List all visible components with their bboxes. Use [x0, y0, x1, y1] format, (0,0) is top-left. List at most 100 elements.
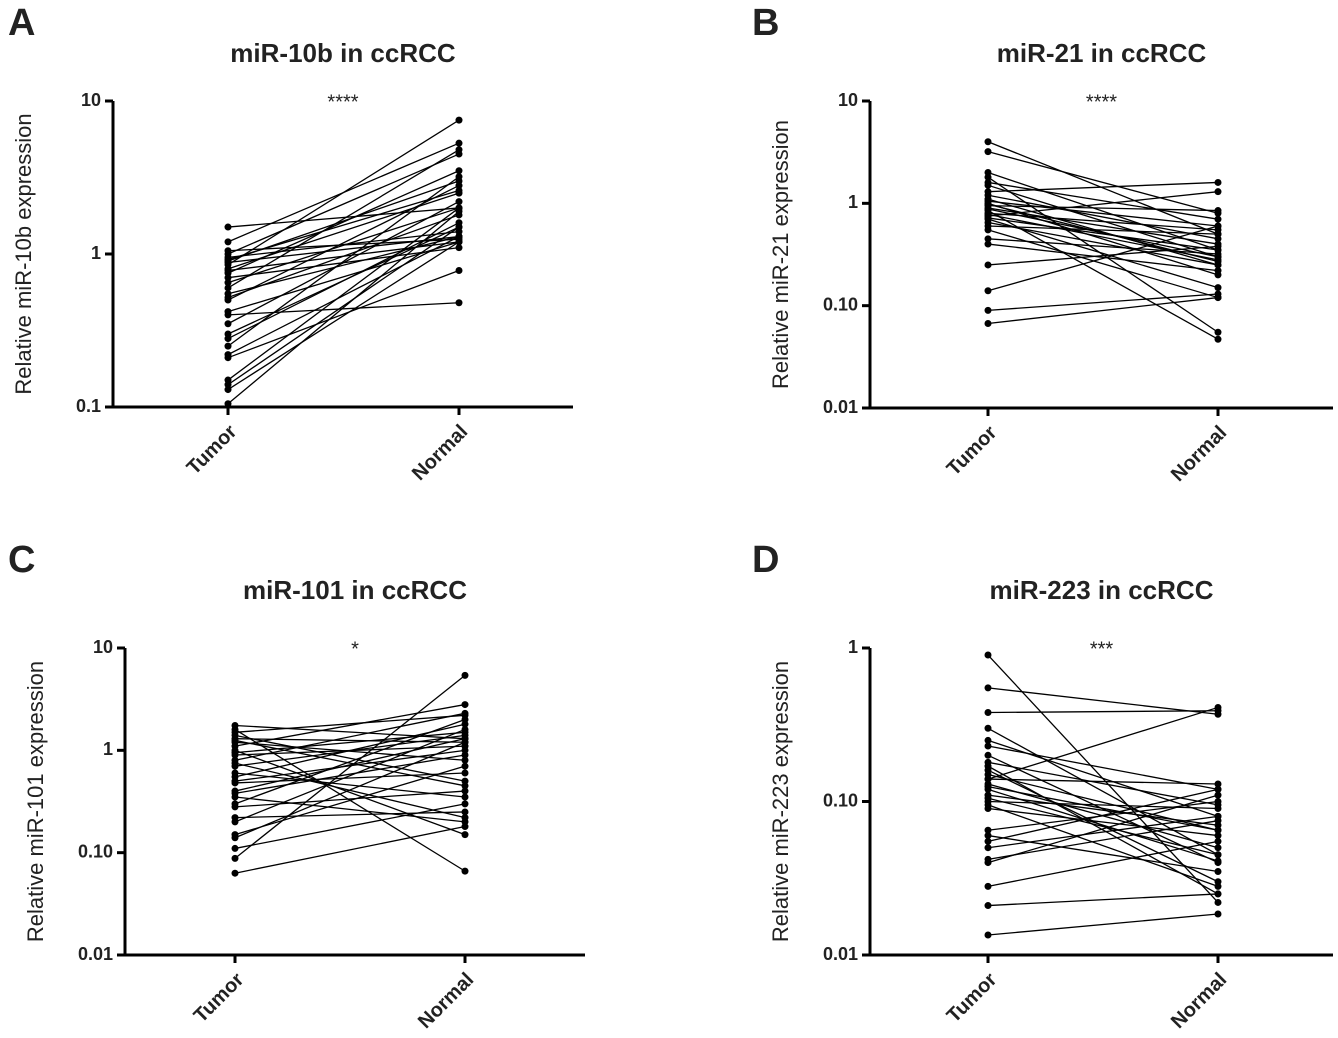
data-point: [231, 834, 239, 842]
pair-line: [987, 181, 1219, 193]
pair-line: [234, 703, 466, 747]
pair-line: [227, 149, 460, 289]
data-point: [224, 256, 232, 264]
chart-title: miR-21 in ccRCC: [997, 38, 1207, 68]
pair-line: [987, 243, 1219, 272]
pair-line: [234, 739, 466, 787]
data-point: [984, 882, 992, 890]
pair-line: [227, 207, 460, 381]
pair-line: [234, 674, 466, 859]
data-point: [224, 354, 232, 362]
data-point: [984, 783, 992, 791]
data-point: [224, 320, 232, 328]
pair-line: [227, 226, 460, 386]
data-point: [461, 831, 469, 839]
data-point: [984, 240, 992, 248]
data-point: [231, 736, 239, 744]
pair-line: [227, 119, 460, 266]
data-point: [1214, 812, 1222, 820]
pair-line: [987, 209, 1219, 340]
pair-line: [987, 913, 1219, 936]
data-point: [1214, 857, 1222, 865]
x-tick-label: Normal: [408, 421, 472, 485]
data-point: [1214, 780, 1222, 788]
data-point: [461, 671, 469, 679]
data-point: [461, 751, 469, 759]
data-point: [984, 651, 992, 659]
data-point: [224, 342, 232, 350]
data-point: [224, 284, 232, 292]
pair-line: [987, 765, 1219, 895]
data-point: [984, 805, 992, 813]
data-point: [1214, 242, 1222, 250]
pair-line: [987, 194, 1219, 240]
pair-line: [234, 749, 466, 836]
data-point: [984, 775, 992, 783]
data-point: [231, 793, 239, 801]
pair-line: [227, 222, 460, 340]
pair-line: [234, 803, 466, 850]
data-point: [455, 299, 463, 307]
data-point: [984, 173, 992, 181]
pair-line: [227, 189, 460, 261]
data-point: [231, 869, 239, 877]
data-point: [455, 267, 463, 275]
x-tick-label: Tumor: [190, 969, 249, 1028]
data-point: [461, 725, 469, 733]
data-point: [1214, 910, 1222, 918]
data-point: [984, 859, 992, 867]
data-point: [1214, 867, 1222, 875]
data-point: [984, 724, 992, 732]
y-axis-label: Relative miR-223 expression: [768, 661, 793, 942]
pair-line: [227, 235, 460, 356]
data-point: [1214, 250, 1222, 258]
pair-line: [987, 893, 1219, 907]
pair-line: [987, 773, 1219, 831]
data-point: [984, 319, 992, 327]
pair-line: [987, 820, 1219, 860]
pair-line: [234, 741, 466, 839]
data-point: [984, 902, 992, 910]
data-point: [984, 762, 992, 770]
data-point: [231, 844, 239, 852]
data-point: [455, 187, 463, 195]
x-tick-label: Tumor: [943, 969, 1002, 1028]
pair-line: [987, 200, 1219, 227]
data-point: [224, 400, 232, 408]
data-point: [455, 173, 463, 181]
y-tick-label: 10: [81, 90, 101, 110]
data-point: [224, 311, 232, 319]
pair-line: [987, 245, 1219, 266]
data-point: [455, 167, 463, 175]
pair-line: [987, 181, 1219, 220]
data-point: [231, 818, 239, 826]
pair-line: [987, 710, 1219, 714]
pair-line: [987, 800, 1219, 810]
data-point: [461, 769, 469, 777]
pair-line: [987, 807, 1219, 837]
y-tick-label: 0.10: [823, 790, 858, 810]
pair-line: [234, 731, 466, 754]
pair-line: [234, 724, 466, 740]
pair-line: [987, 225, 1219, 292]
y-tick-label: 10: [93, 637, 113, 657]
pair-line: [227, 201, 460, 325]
data-point: [984, 178, 992, 186]
pair-line: [987, 834, 1219, 873]
data-point: [1214, 328, 1222, 336]
panel-letter: D: [752, 539, 779, 581]
data-point: [461, 787, 469, 795]
data-point: [455, 223, 463, 231]
data-point: [461, 793, 469, 801]
data-point: [1214, 230, 1222, 238]
data-point: [1214, 294, 1222, 302]
panel-letter: C: [8, 539, 35, 581]
data-point: [224, 274, 232, 282]
pair-line: [234, 712, 466, 761]
x-tick-label: Tumor: [183, 421, 242, 480]
pair-line: [227, 176, 460, 347]
data-point: [224, 335, 232, 343]
data-point: [231, 762, 239, 770]
pair-line: [234, 734, 466, 782]
